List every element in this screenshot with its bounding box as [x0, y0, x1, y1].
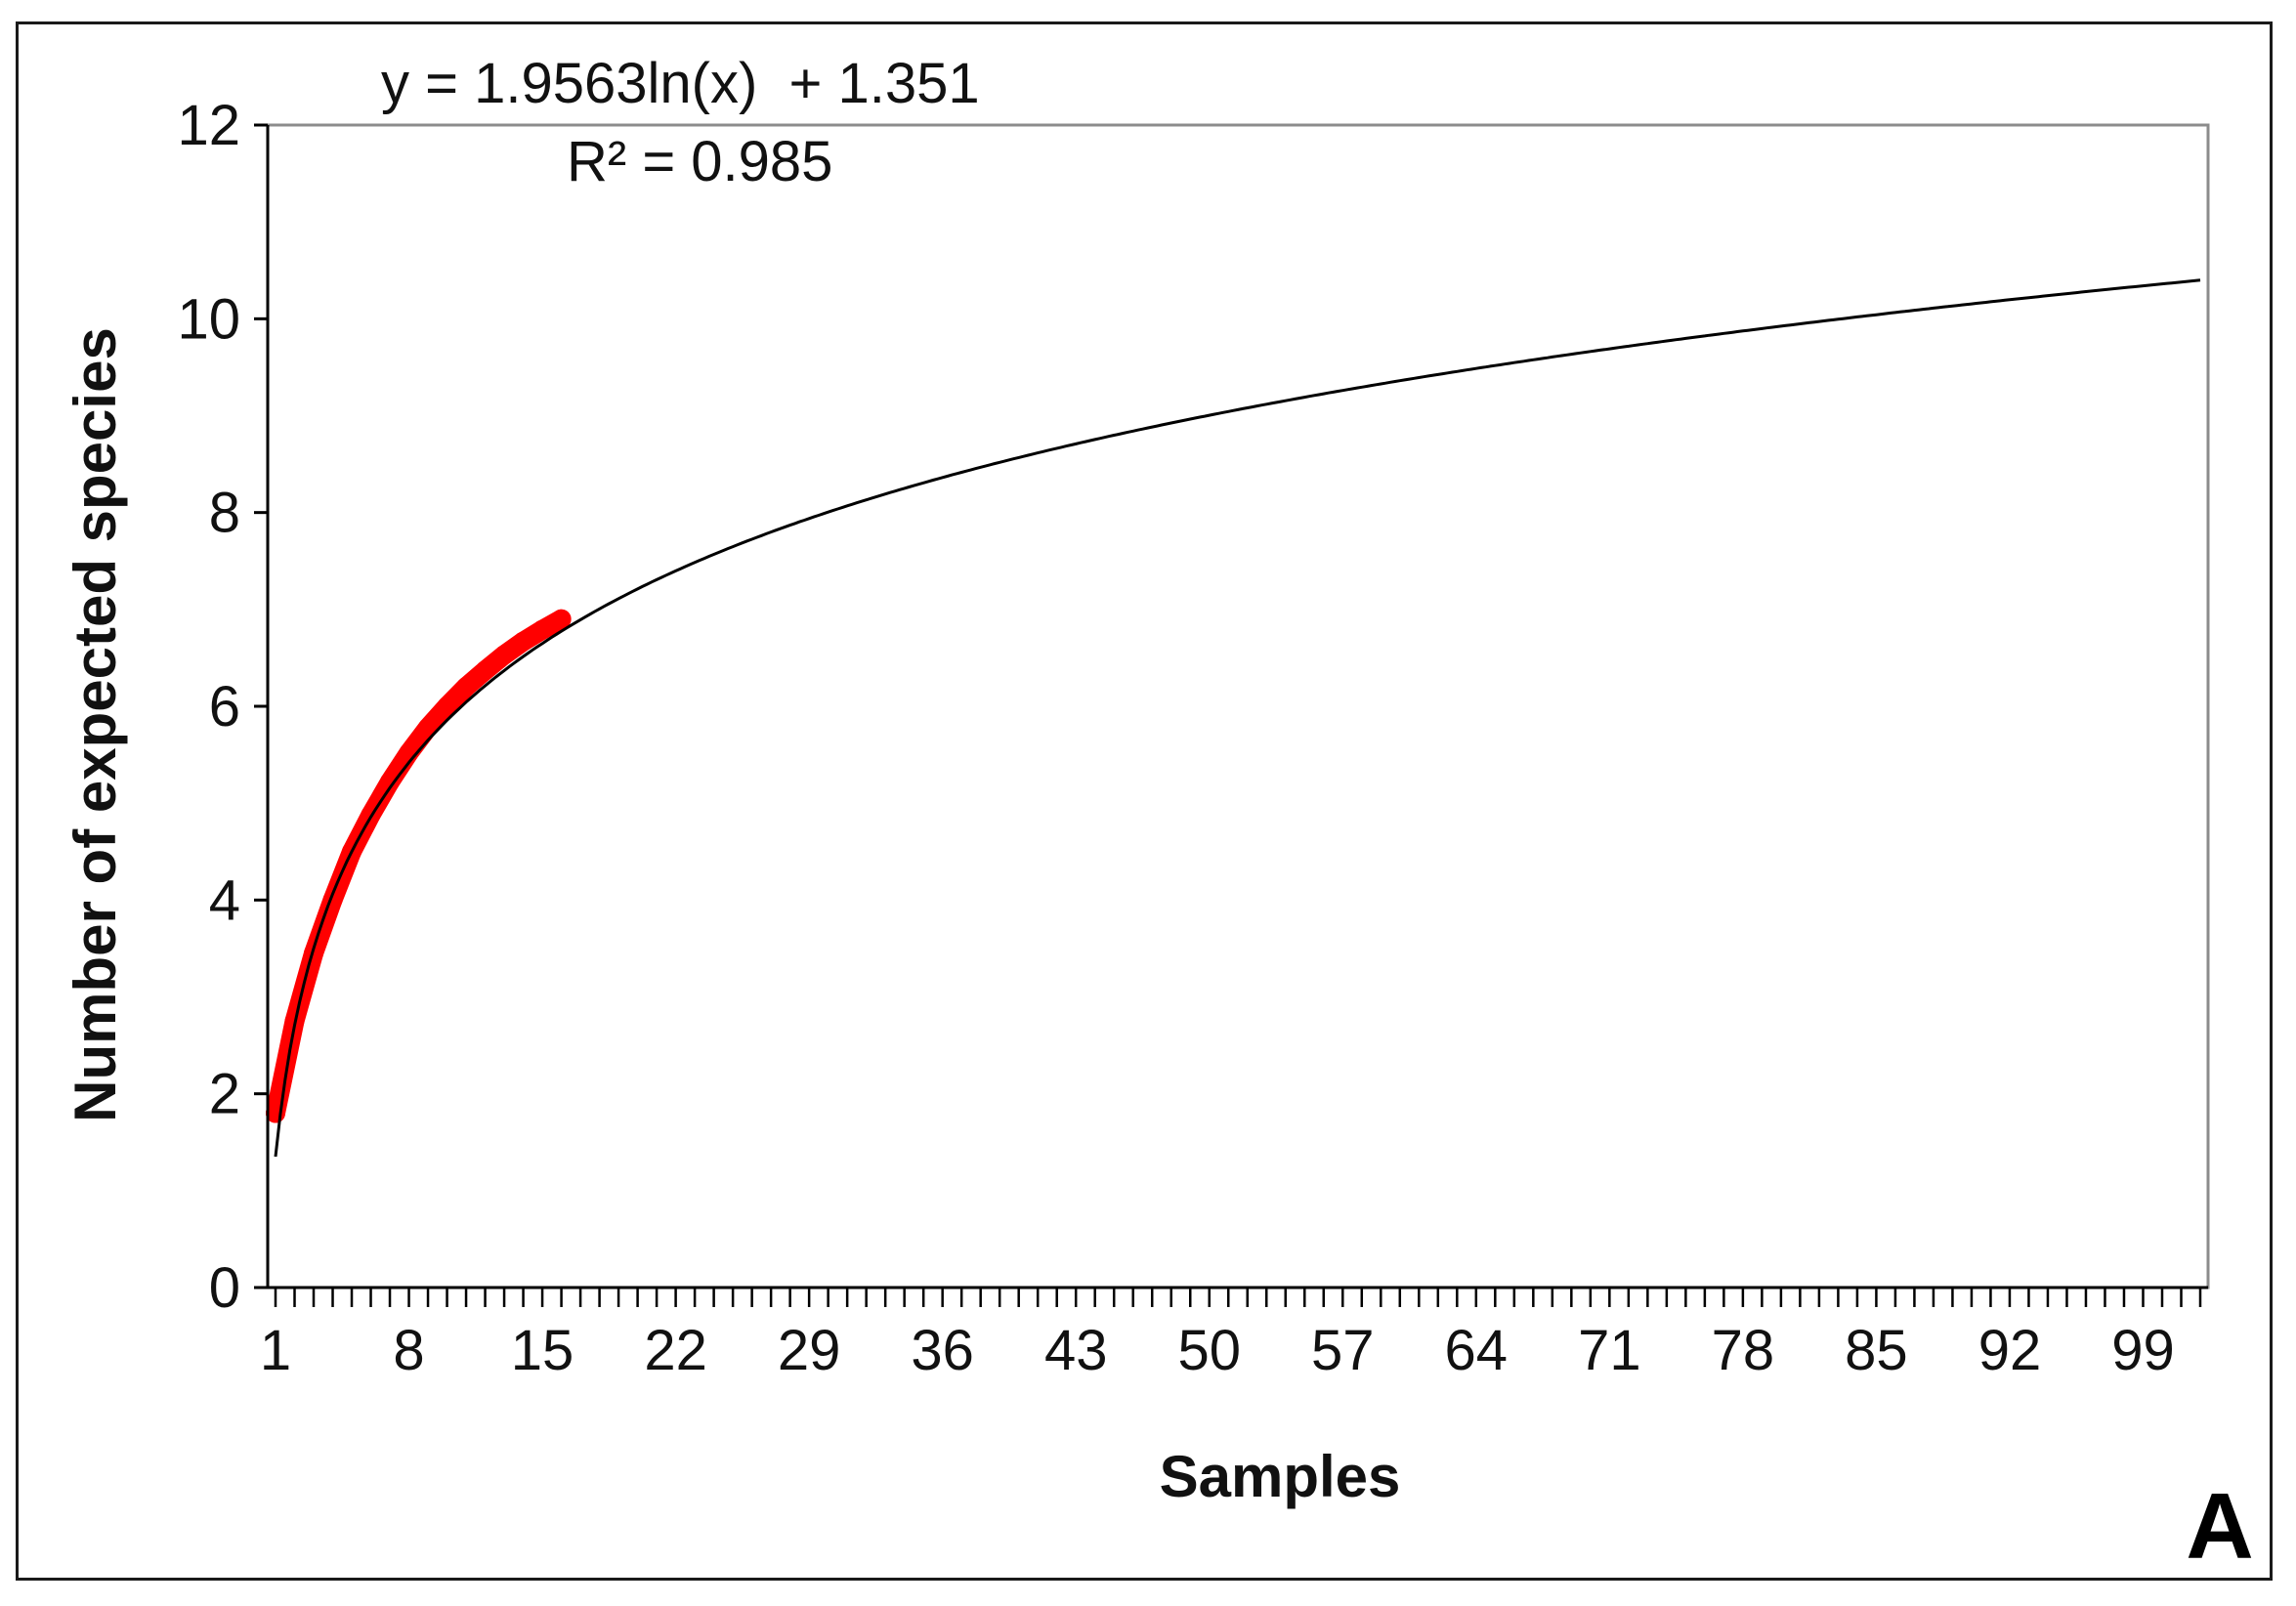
- x-tick-label: 50: [1177, 1319, 1241, 1382]
- observed-point: [456, 677, 477, 697]
- y-tick-label: 8: [209, 482, 240, 545]
- observed-point: [475, 660, 495, 681]
- y-tick-label: 12: [177, 94, 240, 157]
- plot-area: [266, 123, 2210, 1289]
- observed-point: [380, 772, 401, 792]
- y-tick-label: 0: [209, 1256, 240, 1320]
- equation-label: y = 1.9563ln(x) + 1.351: [381, 52, 980, 115]
- x-tick-label: 64: [1445, 1319, 1509, 1382]
- chart-frame: [16, 21, 2273, 1581]
- observed-point: [494, 645, 515, 665]
- x-tick-label: 36: [911, 1319, 974, 1382]
- r-squared-label: R² = 0.985: [567, 130, 832, 193]
- y-tick-label: 6: [209, 675, 240, 739]
- x-tick-label: 78: [1712, 1319, 1775, 1382]
- panel-label: A: [2186, 1474, 2253, 1579]
- x-tick-label: 1: [260, 1319, 291, 1382]
- observed-point: [551, 609, 572, 629]
- x-tick-label: 22: [644, 1319, 707, 1382]
- x-tick-label: 57: [1311, 1319, 1375, 1382]
- y-axis-title: Number of expected species: [63, 327, 128, 1122]
- x-tick-label: 15: [511, 1319, 574, 1382]
- x-tick-label: 99: [2111, 1319, 2175, 1382]
- x-tick-label: 71: [1578, 1319, 1641, 1382]
- y-tick-label: 10: [177, 287, 240, 351]
- observed-point: [532, 619, 553, 640]
- x-tick-label: 85: [1845, 1319, 1908, 1382]
- x-tick-label: 92: [1978, 1319, 2042, 1382]
- observed-point: [513, 631, 533, 652]
- x-axis-title: Samples: [1160, 1444, 1401, 1509]
- observed-point: [437, 697, 457, 716]
- observed-point: [418, 717, 439, 738]
- y-tick-label: 2: [209, 1063, 240, 1126]
- y-tick-label: 4: [209, 868, 240, 932]
- x-tick-label: 29: [778, 1319, 841, 1382]
- x-tick-label: 43: [1044, 1319, 1108, 1382]
- x-tick-label: 8: [393, 1319, 424, 1382]
- observed-series-line: [266, 609, 572, 1123]
- log-trendline: [274, 278, 2201, 1158]
